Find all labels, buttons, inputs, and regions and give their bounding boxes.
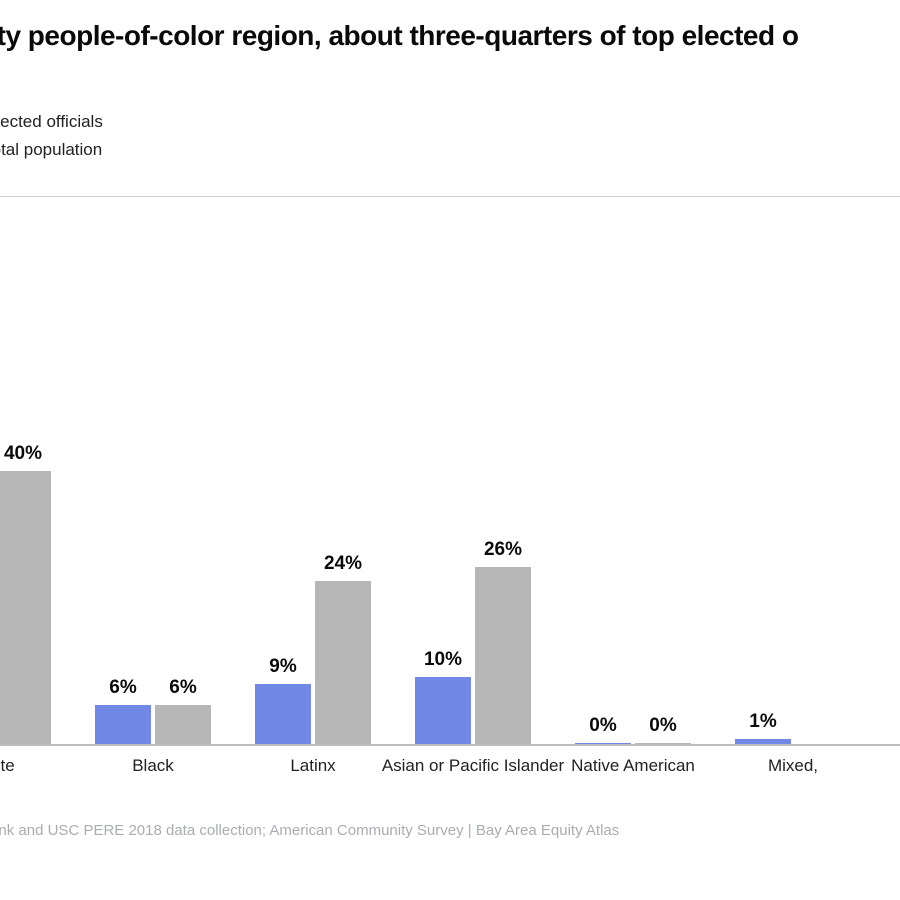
bars-area: 74%40%6%6%9%24%10%26%0%0%1%: [0, 196, 900, 746]
legend-item-1: of elected officials: [0, 108, 103, 136]
legend-label-1: of elected officials: [0, 112, 103, 132]
bar-value-label: 26%: [473, 539, 533, 561]
legend-label-2: of total population: [0, 140, 102, 160]
bar-series2: [475, 567, 531, 746]
bar-series1: [415, 677, 471, 746]
category-label: Latinx: [290, 756, 335, 776]
bar-series2: [155, 705, 211, 746]
bar-series2: [0, 471, 51, 746]
bar-series2: [315, 581, 371, 746]
bar-value-label: 24%: [313, 553, 373, 575]
chart-title: ajority people-of-color region, about th…: [0, 18, 900, 88]
category-label: Mixed,: [768, 756, 818, 776]
category-label: Native American: [571, 756, 695, 776]
legend-item-2: of total population: [0, 136, 103, 164]
title-line-1: ajority people-of-color region, about th…: [0, 20, 798, 51]
legend: of elected officials of total population: [0, 108, 103, 164]
bar-value-label: 1%: [733, 711, 793, 733]
x-axis: [0, 744, 900, 746]
source-line: ovBuddy; PolicyLink and USC PERE 2018 da…: [0, 822, 900, 839]
bar-value-label: 6%: [153, 677, 213, 699]
bar-value-label: 0%: [633, 715, 693, 737]
category-label: Asian or Pacific Islander: [382, 756, 564, 776]
bar-value-label: 0%: [573, 715, 633, 737]
bar-series1: [95, 705, 151, 746]
bar-value-label: 40%: [0, 443, 53, 465]
category-label: Black: [132, 756, 174, 776]
bar-value-label: 10%: [413, 649, 473, 671]
bar-value-label: 9%: [253, 656, 313, 678]
bar-value-label: 6%: [93, 677, 153, 699]
chart-container: ajority people-of-color region, about th…: [0, 0, 900, 900]
bar-series1: [255, 684, 311, 746]
category-label: White: [0, 756, 15, 776]
plot-area: 74%40%6%6%9%24%10%26%0%0%1% WhiteBlackLa…: [0, 196, 900, 746]
